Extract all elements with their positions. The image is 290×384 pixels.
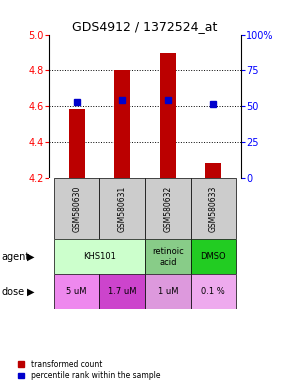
Legend: transformed count, percentile rank within the sample: transformed count, percentile rank withi… [18,360,160,380]
Bar [69,109,85,178]
Text: dose: dose [1,287,25,297]
Text: GSM580630: GSM580630 [72,185,81,232]
Bar [205,163,221,178]
Text: agent: agent [1,252,30,262]
Text: ▶: ▶ [27,252,34,262]
Text: KHS101: KHS101 [83,252,116,262]
Title: GDS4912 / 1372524_at: GDS4912 / 1372524_at [72,20,218,33]
Text: 5 uM: 5 uM [66,287,87,296]
Text: 0.1 %: 0.1 % [202,287,225,296]
Bar [54,178,99,240]
Text: ▶: ▶ [27,287,34,297]
Text: DMSO: DMSO [201,252,226,262]
Text: 1.7 uM: 1.7 uM [108,287,137,296]
Bar [191,274,236,309]
Bar [54,240,145,274]
Bar [99,274,145,309]
Bar [145,240,191,274]
Bar [114,70,130,178]
Text: GSM580631: GSM580631 [118,185,127,232]
Bar [191,178,236,240]
Text: retinoic
acid: retinoic acid [152,247,184,266]
Bar [99,178,145,240]
Bar [54,274,99,309]
Text: GSM580633: GSM580633 [209,185,218,232]
Text: GSM580632: GSM580632 [163,185,172,232]
Bar [145,274,191,309]
Bar [191,240,236,274]
Bar [145,178,191,240]
Bar [160,53,176,178]
Text: 1 uM: 1 uM [157,287,178,296]
